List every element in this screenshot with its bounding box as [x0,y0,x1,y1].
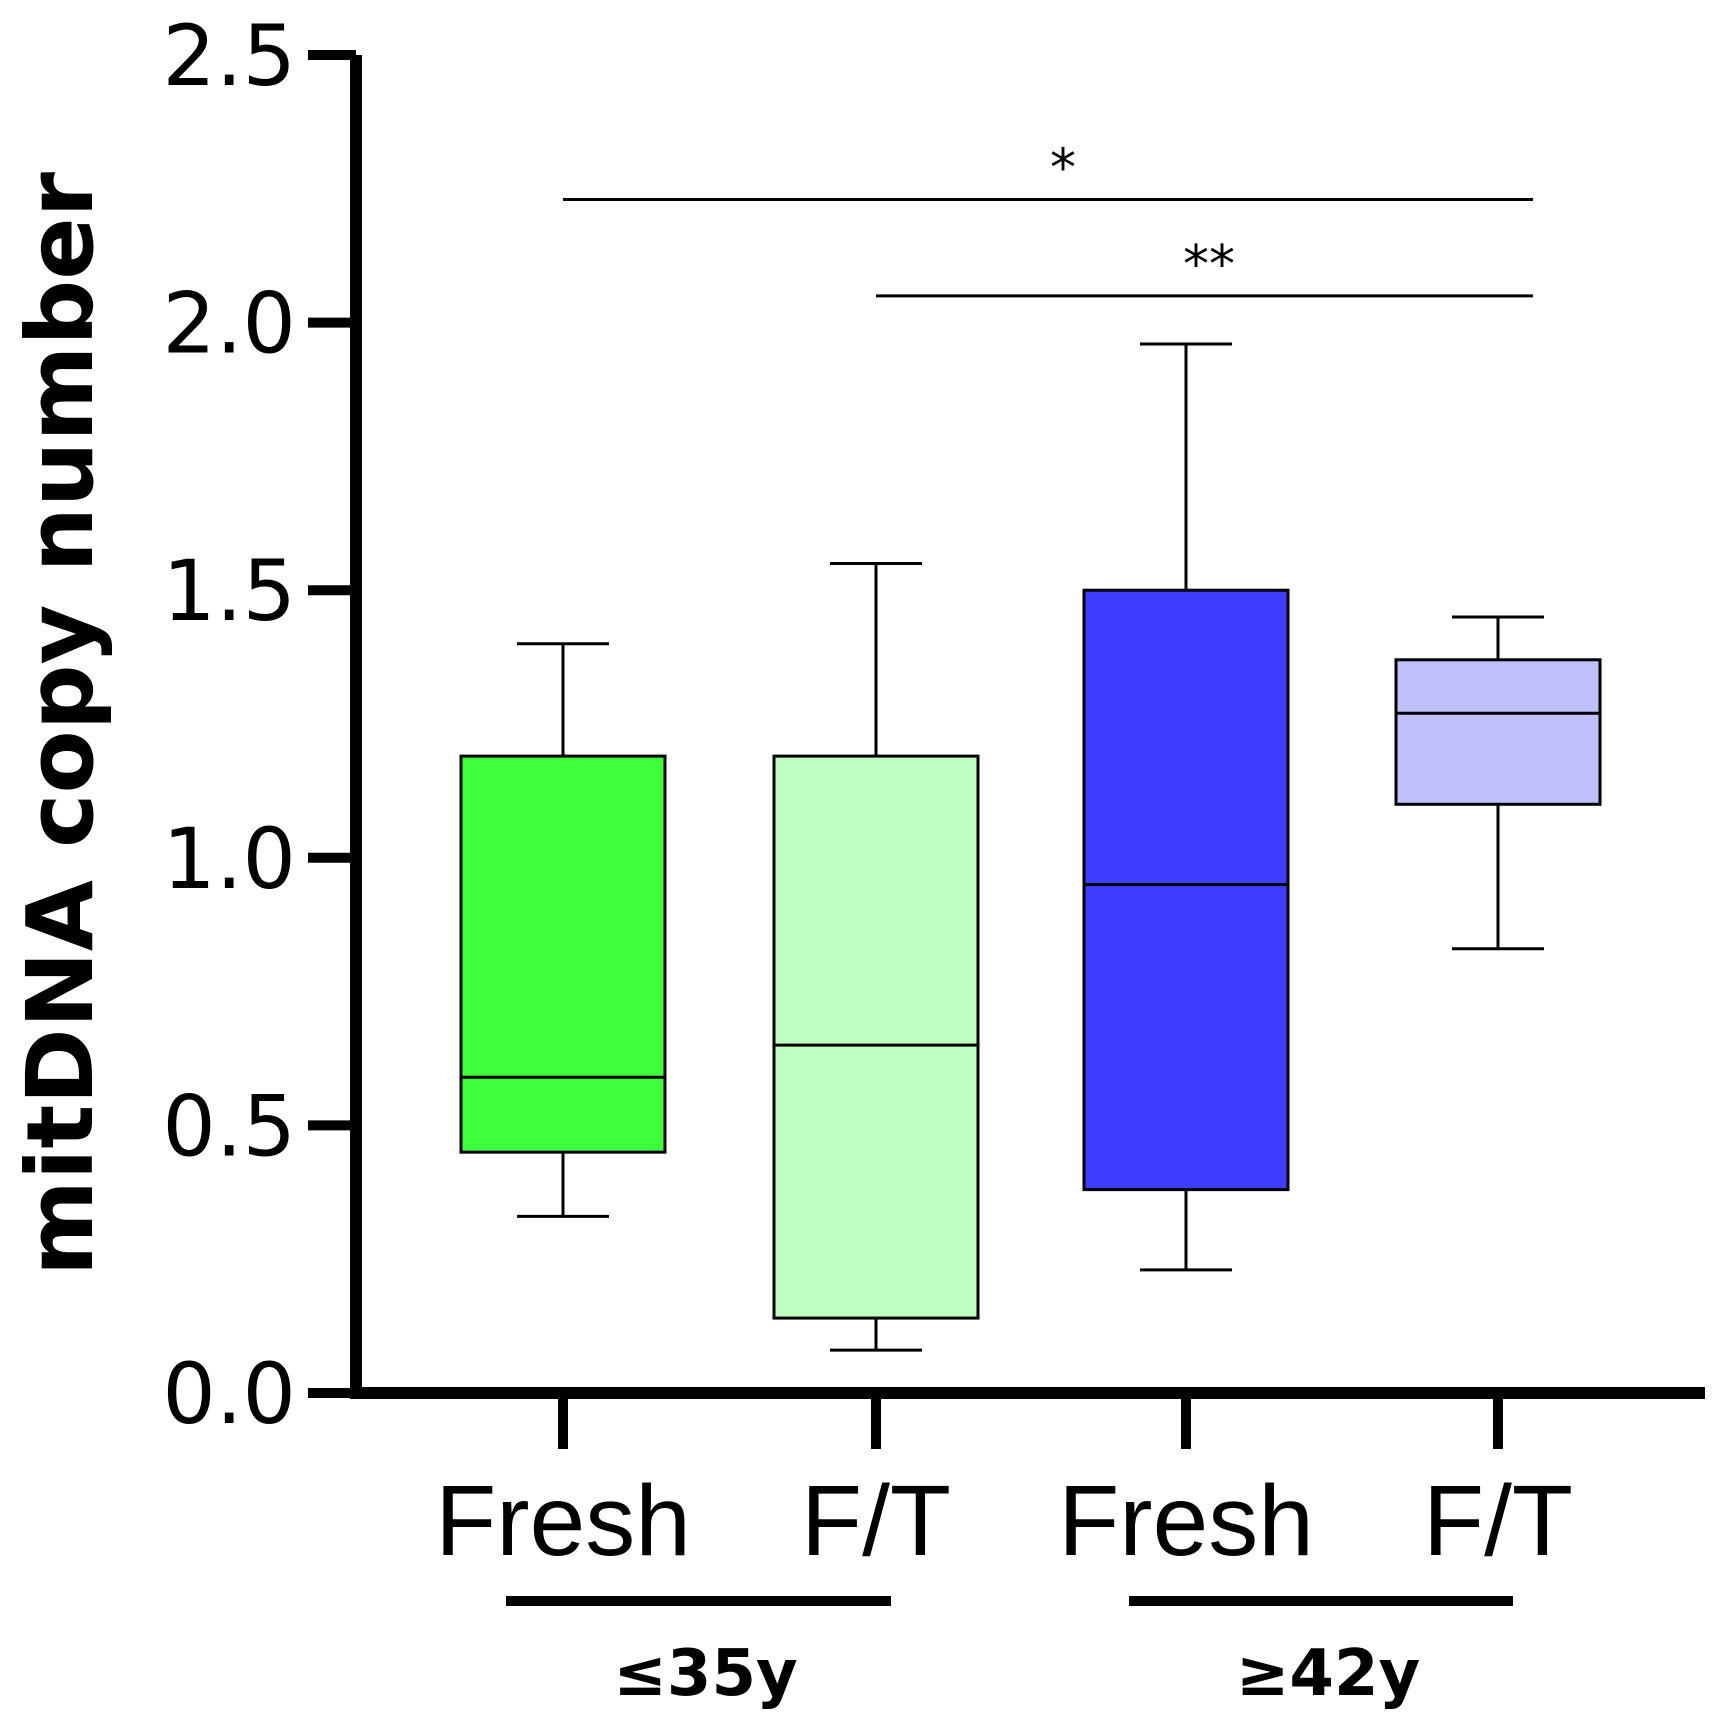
x-category-label: Fresh [435,1465,691,1577]
y-tick-label: 1.0 [162,810,296,908]
group-label: ≥42y [1236,1637,1420,1711]
box-2 [1082,342,1290,1272]
group-label: ≤35y [613,1637,797,1711]
box-1 [772,561,980,1352]
boxes-layer [459,342,1602,1352]
y-tick-label: 0.5 [162,1077,296,1175]
box-3 [1394,615,1602,951]
y-tick-label: 2.5 [162,7,296,105]
box-body [459,754,667,1154]
axes-layer [308,50,1705,1449]
box-body [1394,658,1602,806]
y-tick-label: 1.5 [162,542,296,640]
significance-layer: *** [563,139,1533,298]
box-body [1082,588,1290,1192]
y-tick-label: 2.0 [162,275,296,373]
y-axis-label: mitDNA copy number [7,171,114,1276]
box-0 [459,642,667,1218]
x-category-label: F/T [1423,1465,1573,1577]
box-body [772,754,980,1320]
significance-label: ** [1183,235,1235,295]
y-tick-label: 0.0 [162,1345,296,1443]
x-category-label: F/T [801,1465,951,1577]
significance-label: * [1050,139,1076,199]
x-category-label: Fresh [1058,1465,1314,1577]
labels-layer: 0.0 0.5 1.0 1.5 2.0 2.5 mitDNA copy number Fres… [7,7,1573,1711]
